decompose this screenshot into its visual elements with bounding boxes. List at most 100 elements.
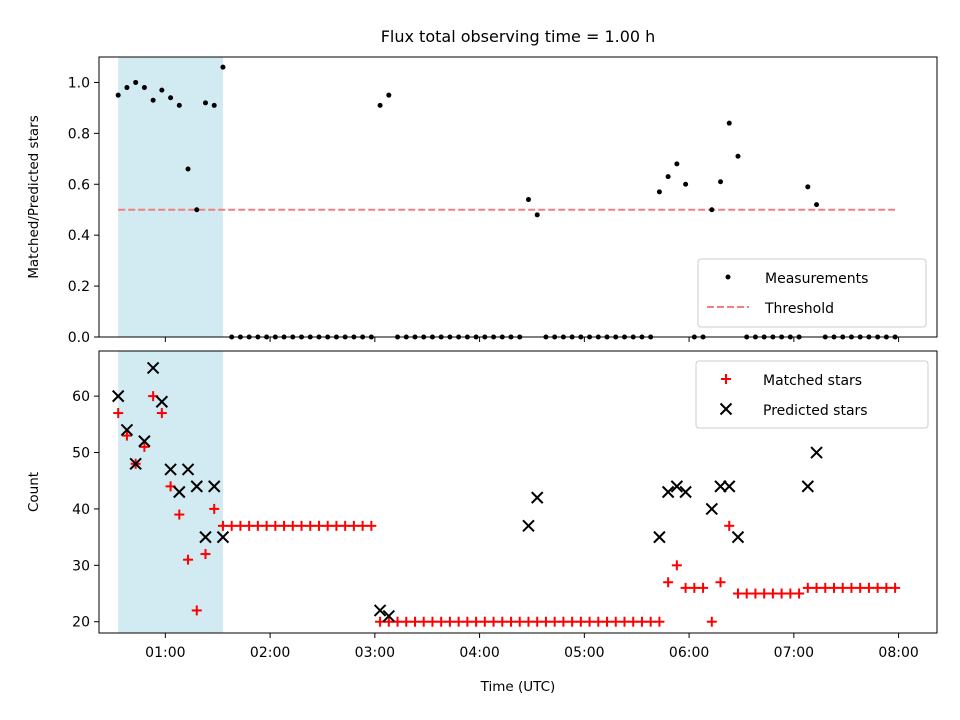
measurement-point: [124, 85, 130, 91]
measurement-point: [194, 207, 200, 213]
bot-y-tick-label: 20: [72, 615, 90, 631]
measurement-point: [377, 102, 383, 108]
matched-stars-point: [191, 605, 202, 616]
matched-stars-point: [401, 616, 412, 627]
matched-stars-point: [392, 616, 403, 627]
matched-stars-point: [156, 408, 167, 419]
predicted-stars-point: [155, 395, 169, 408]
predicted-stars-point: [373, 604, 387, 617]
matched-stars-point: [296, 520, 307, 531]
predicted-stars-point: [661, 485, 675, 499]
measurement-point: [159, 87, 165, 93]
top-y-tick-label: 0.6: [68, 177, 90, 193]
matched-stars-point: [671, 560, 682, 571]
matched-stars-point: [802, 582, 813, 593]
matched-stars-point: [680, 582, 691, 593]
predicted-stars-legend-glyph: [719, 402, 733, 416]
x-tick-label: 06:00: [669, 645, 709, 661]
predicted-stars-point: [129, 457, 142, 471]
predicted-stars-point: [173, 485, 186, 499]
top-y-tick-label: 0.0: [68, 330, 90, 346]
matched-stars-point: [610, 616, 621, 627]
bottom-axes-frame: [98, 350, 938, 634]
matched-stars-point: [488, 616, 499, 627]
matched-stars-point: [453, 616, 464, 627]
matched-stars-point: [436, 616, 447, 627]
matched-stars-legend-marker: [721, 374, 731, 384]
bottom-y-axis-label: Count: [26, 472, 42, 512]
measurement-point: [176, 102, 182, 108]
matched-stars-point: [375, 616, 386, 627]
matched-stars-point: [776, 588, 787, 599]
bot-y-tick-label: 30: [72, 558, 90, 574]
matched-stars-point: [549, 616, 560, 627]
top-axes-frame: [98, 56, 938, 338]
measurement-point: [656, 189, 662, 195]
matched-stars-point: [471, 616, 482, 627]
matched-stars-point: [226, 520, 237, 531]
bottom-legend: Matched stars Predicted stars: [695, 360, 929, 429]
predicted-stars-legend-marker: [719, 402, 733, 416]
matched-stars-point: [497, 616, 508, 627]
matched-stars-point: [200, 549, 211, 560]
bot-y-tick-label: 50: [72, 446, 90, 462]
bottom-legend-box: [695, 360, 929, 429]
measurement-point: [726, 120, 732, 126]
predicted-stars-point: [199, 530, 212, 544]
matched-stars-point: [689, 582, 700, 593]
matched-stars-point: [209, 503, 220, 514]
matched-stars-point: [139, 441, 150, 452]
matched-stars-point: [872, 582, 883, 593]
matched-stars-point: [593, 616, 604, 627]
x-tick-label: 03:00: [355, 645, 395, 661]
measurement-point: [525, 197, 531, 203]
matched-stars-point: [602, 616, 613, 627]
measurement-point: [133, 79, 139, 85]
measurement-point: [735, 153, 741, 159]
threshold-legend-label: Threshold: [764, 301, 834, 317]
matched-stars-point: [794, 588, 805, 599]
predicted-stars-legend-label: Predicted stars: [763, 403, 868, 419]
predicted-stars-point: [216, 530, 230, 544]
matched-stars-point: [698, 582, 709, 593]
x-tick-label: 05:00: [564, 645, 604, 661]
predicted-stars-point: [731, 530, 745, 544]
matched-stars-point: [444, 616, 455, 627]
measurement-point: [683, 181, 689, 187]
matched-stars-point: [890, 582, 901, 593]
matched-stars-point: [514, 616, 525, 627]
matched-stars-point: [148, 391, 159, 402]
top-y-tick-label: 0.8: [68, 126, 90, 142]
predicted-stars-point: [653, 530, 666, 544]
matched-stars-point: [628, 616, 639, 627]
measurement-point: [150, 97, 156, 103]
matched-stars-point: [348, 520, 359, 531]
matched-stars-point: [383, 616, 394, 627]
matched-stars-point: [331, 520, 342, 531]
predicted-stars-point: [522, 519, 535, 533]
measurement-point: [168, 95, 174, 101]
matched-stars-point: [558, 616, 569, 627]
matched-stars-point: [340, 520, 351, 531]
predicted-stars-point: [723, 480, 736, 493]
measurement-point: [709, 207, 715, 213]
matched-stars-point: [287, 520, 298, 531]
matched-stars-point: [767, 588, 778, 599]
x-tick-label: 04:00: [459, 645, 499, 661]
matched-stars-point: [619, 616, 630, 627]
matched-stars-point: [863, 582, 874, 593]
top-x-ticks: [164, 337, 900, 342]
matched-stars-point: [706, 616, 717, 627]
chart-title: Flux total observing time = 1.00 h: [381, 27, 656, 46]
matched-stars-point: [252, 520, 263, 531]
bottom-highlight-span: [118, 351, 223, 633]
measurement-point: [534, 212, 540, 218]
matched-stars-point: [575, 616, 586, 627]
predicted-stars-point: [679, 485, 692, 499]
matched-stars-point: [759, 588, 770, 599]
measurement-point: [386, 92, 392, 98]
predicted-stars-point: [801, 480, 815, 493]
measurement-point: [211, 102, 217, 108]
measurements-legend-label: Measurements: [765, 271, 868, 287]
